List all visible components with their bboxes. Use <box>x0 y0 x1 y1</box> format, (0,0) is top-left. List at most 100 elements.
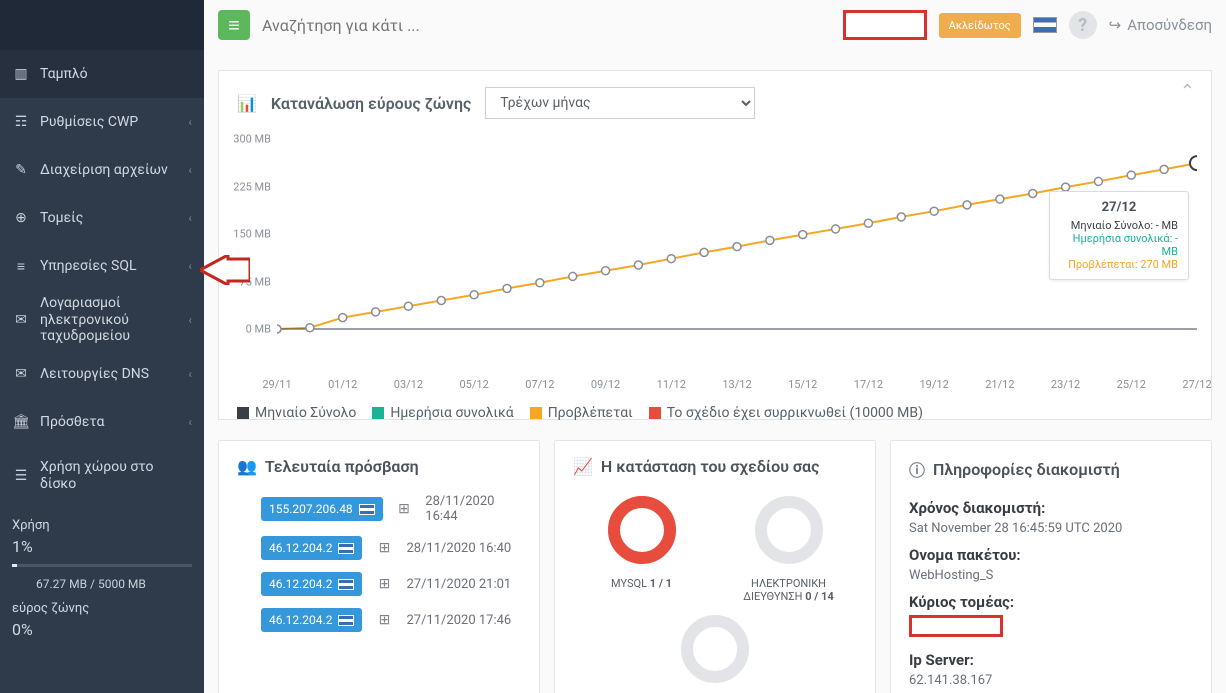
list-icon: ☰ <box>12 468 30 484</box>
collapse-icon[interactable]: ⌃ <box>1180 81 1195 102</box>
edit-icon: ✎ <box>12 162 30 178</box>
sidebar-item-cwp-settings[interactable]: ☶ Ρυθμίσεις CWP ‹ <box>0 98 204 146</box>
redacted-box <box>843 10 927 40</box>
language-flag-icon[interactable] <box>1033 17 1057 33</box>
chevron-left-icon: ‹ <box>188 415 192 429</box>
package-name-value: WebHosting_S <box>909 568 1193 583</box>
ip-badge[interactable]: 46.12.204.2 <box>261 572 362 596</box>
access-row: 46.12.204.2 ⊞ 28/11/2020 16:40 <box>237 536 521 560</box>
plan-status-panel: 📈 Η κατάσταση του σχεδίου σας MYSQL 1 / 1… <box>554 440 876 693</box>
sidebar-item-label: Διαχείριση αρχείων <box>40 162 188 179</box>
sidebar-item-addons[interactable]: 🏛 Πρόσθετα ‹ <box>0 398 204 446</box>
usage-detail: 67.27 MB / 5000 MB <box>12 577 192 591</box>
last-access-panel: 👥Τελευταία πρόσβαση 155.207.206.48 ⊞28/1… <box>218 440 540 693</box>
y-axis-label: 150 MB <box>227 228 271 241</box>
x-axis-label: 17/12 <box>854 378 883 391</box>
bandwidth-value: 0% <box>12 620 192 639</box>
x-axis-label: 09/12 <box>591 378 620 391</box>
plan-donut: MYSQL 1 / 1 <box>592 494 692 603</box>
access-timestamp: 28/11/2020 16:40 <box>406 541 511 556</box>
bandwidth-panel: ⌃ 📊 Κατανάλωση εύρους ζώνης Τρέχων μήνας… <box>218 70 1212 420</box>
y-axis-label: 225 MB <box>227 180 271 193</box>
annotation-arrow <box>200 255 250 285</box>
legend-shrunk[interactable]: Το σχέδιο έχει συρρικνωθεί (10000 MB) <box>649 405 923 421</box>
x-axis-label: 13/12 <box>722 378 751 391</box>
server-info-panel: ⓘ Πληροφορίες διακομιστή Χρόνος διακομιστ… <box>890 440 1212 693</box>
sidebar-logo-area <box>0 0 204 50</box>
server-time-label: Χρόνος διακομιστή: <box>909 499 1193 517</box>
flag-icon <box>338 579 354 590</box>
x-axis-label: 19/12 <box>920 378 949 391</box>
os-icon: ⊞ <box>376 576 392 592</box>
x-axis-label: 21/12 <box>985 378 1014 391</box>
plan-status-title: Η κατάσταση του σχεδίου σας <box>601 457 819 476</box>
server-info-title: Πληροφορίες διακομιστή <box>933 460 1120 479</box>
ip-badge[interactable]: 46.12.204.2 <box>261 536 362 560</box>
sidebar-item-label: Ρυθμίσεις CWP <box>40 114 188 131</box>
sidebar-item-label: Ταμπλό <box>40 66 192 83</box>
sidebar-item-dashboard[interactable]: ▥ Ταμπλό <box>0 50 204 98</box>
plan-donut: ΗΛΕΚΤΡΟΝΙΚΗ ΔΙΕΥΘΥΝΣΗ 0 / 14 <box>739 494 839 603</box>
chart-tooltip: 27/12 Μηνιαίο Σύνολο: - MB Ημερήσια συνο… <box>1049 191 1189 280</box>
tooltip-line2: Ημερήσια συνολικά: - MB <box>1060 232 1178 258</box>
chevron-left-icon: ‹ <box>188 115 192 129</box>
last-access-title: Τελευταία πρόσβαση <box>265 457 419 476</box>
bandwidth-label: εύρος ζώνης <box>12 601 192 616</box>
chevron-left-icon: ‹ <box>188 313 192 327</box>
usage-bar <box>12 564 192 567</box>
sidebar-item-label: Πρόσθετα <box>40 414 188 431</box>
ip-badge[interactable]: 155.207.206.48 <box>261 497 383 521</box>
unlocked-badge[interactable]: Ακλείδωτος <box>939 13 1021 38</box>
tooltip-title: 27/12 <box>1060 200 1178 215</box>
legend-daily[interactable]: Ημερήσια συνολικά <box>372 405 513 421</box>
access-timestamp: 27/11/2020 17:46 <box>406 613 511 628</box>
hamburger-button[interactable]: ≡ <box>218 10 250 40</box>
os-icon: ⊞ <box>376 540 392 556</box>
sidebar-item-dns[interactable]: ✉ Λειτουργίες DNS ‹ <box>0 350 204 398</box>
access-row: 155.207.206.48 ⊞28/11/2020 16:44 <box>237 494 521 524</box>
ip-badge[interactable]: 46.12.204.2 <box>261 608 362 632</box>
period-select[interactable]: Τρέχων μήνας <box>485 87 755 119</box>
plan-donut: Τομείς 0/ 1 <box>665 613 765 693</box>
sidebar-item-disk-usage[interactable]: ☰ Χρήση χώρου στο δίσκο <box>0 446 204 506</box>
access-row: 46.12.204.2 ⊞27/11/2020 21:01 <box>237 572 521 596</box>
logout-icon: ↪ <box>1109 16 1122 34</box>
chart-icon: 📊 <box>237 94 257 113</box>
users-icon: 👥 <box>237 457 257 476</box>
sidebar-item-label: Λειτουργίες DNS <box>40 366 188 383</box>
legend-forecast[interactable]: Προβλέπεται <box>530 405 633 421</box>
chart-icon: 📈 <box>573 457 593 476</box>
help-icon[interactable]: ? <box>1069 11 1097 39</box>
x-axis-label: 29/11 <box>262 378 291 391</box>
os-icon: ⊞ <box>376 612 392 628</box>
usage-label: Χρήση <box>12 518 192 533</box>
bandwidth-chart: 27/12 Μηνιαίο Σύνολο: - MB Ημερήσια συνο… <box>277 139 1183 369</box>
bandwidth-title: Κατανάλωση εύρους ζώνης <box>271 94 471 113</box>
sidebar-item-email[interactable]: ✉ Λογαριασμοί ηλεκτρονικού ταχυδρομείου … <box>0 290 204 350</box>
flag-icon <box>338 615 354 626</box>
legend-monthly[interactable]: Μηνιαίο Σύνολο <box>237 405 356 421</box>
x-axis-label: 15/12 <box>788 378 817 391</box>
usage-value: 1% <box>12 537 192 556</box>
sidebar-item-label: Τομείς <box>40 210 188 227</box>
info-icon: ⓘ <box>909 457 925 481</box>
package-name-label: Ονομα πακέτου: <box>909 546 1193 564</box>
x-axis-label: 27/12 <box>1182 378 1211 391</box>
search-input[interactable] <box>262 16 562 35</box>
logout-link[interactable]: ↪ Αποσύνδεση <box>1109 16 1212 34</box>
x-axis-label: 25/12 <box>1117 378 1146 391</box>
sidebar-item-sql[interactable]: ≡ Υπηρεσίες SQL ‹ <box>0 242 204 290</box>
topbar: ≡ Ακλείδωτος ? ↪ Αποσύνδεση <box>204 0 1226 50</box>
chart-legend: Μηνιαίο Σύνολο Ημερήσια συνολικά Προβλέπ… <box>237 405 1193 421</box>
database-icon: ≡ <box>12 258 30 275</box>
sidebar-item-domains[interactable]: ⊕ Τομείς ‹ <box>0 194 204 242</box>
tooltip-line3: Προβλέπεται: 270 MB <box>1060 258 1178 271</box>
chevron-left-icon: ‹ <box>188 367 192 381</box>
server-time-value: Sat November 28 16:45:59 UTC 2020 <box>909 521 1193 536</box>
y-axis-label: 300 MB <box>227 133 271 146</box>
chevron-left-icon: ‹ <box>188 259 192 273</box>
sidebar-item-file-mgmt[interactable]: ✎ Διαχείριση αρχείων ‹ <box>0 146 204 194</box>
addons-icon: 🏛 <box>12 414 30 430</box>
tooltip-line1: Μηνιαίο Σύνολο: - MB <box>1060 219 1178 232</box>
main-domain-redacted <box>909 615 1003 637</box>
